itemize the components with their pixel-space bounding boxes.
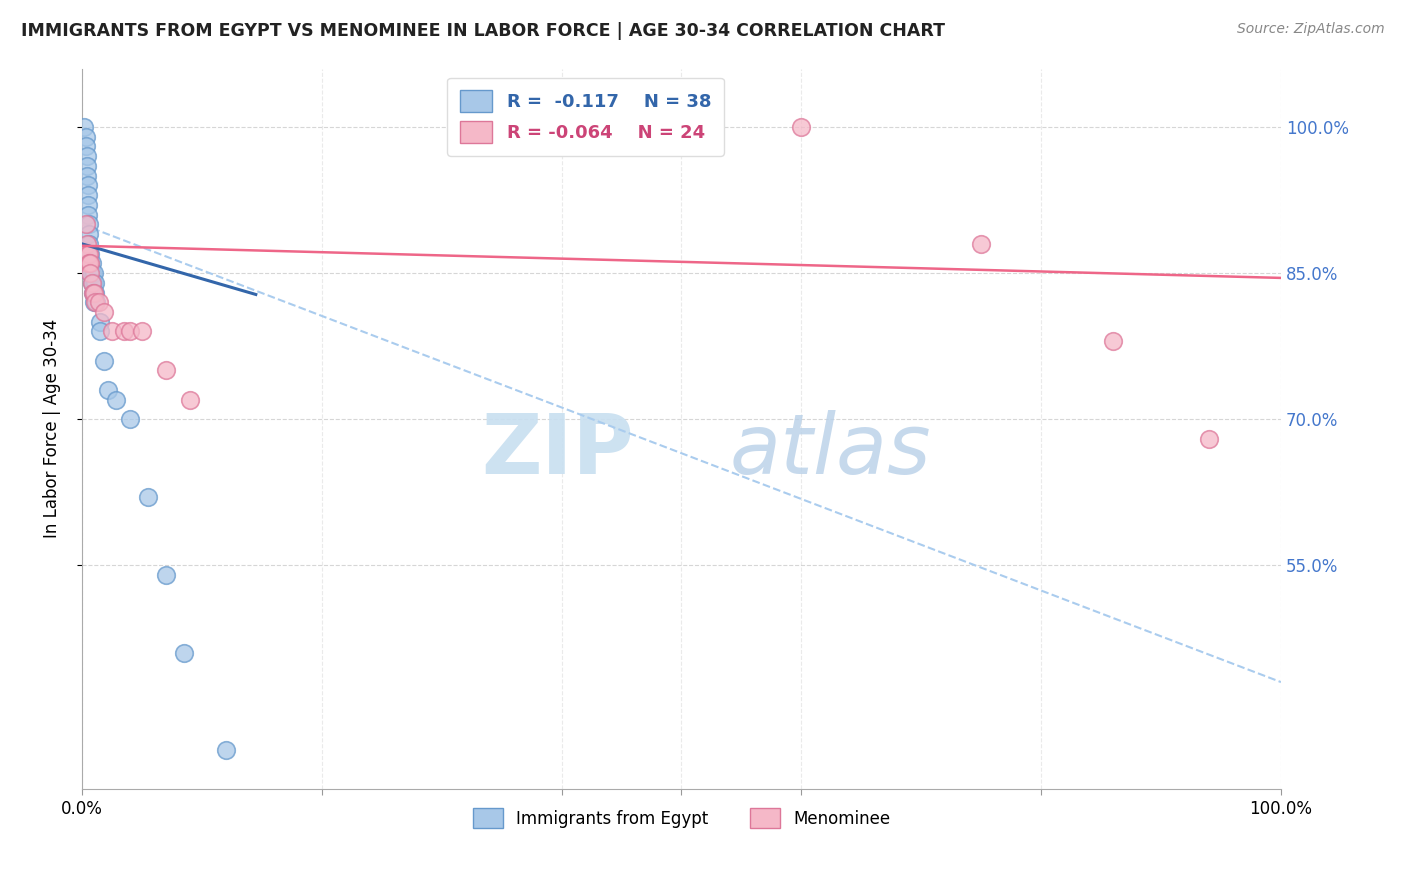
Point: [101, 325, 124, 339]
Point: [83, 285, 105, 300]
Point: [89, 325, 111, 339]
Point: [75, 129, 97, 144]
Point: [173, 646, 195, 660]
Text: atlas: atlas: [730, 410, 931, 491]
Point: [84, 285, 107, 300]
Point: [93, 353, 115, 368]
Point: [104, 392, 127, 407]
Point: [77, 227, 100, 241]
Point: [77, 208, 100, 222]
Y-axis label: In Labor Force | Age 30-34: In Labor Force | Age 30-34: [44, 319, 60, 539]
Point: [790, 120, 813, 134]
Text: ZIP: ZIP: [481, 410, 634, 491]
Point: [79, 246, 101, 260]
Point: [82, 285, 104, 300]
Point: [118, 325, 141, 339]
Point: [80, 256, 103, 270]
Point: [84, 295, 107, 310]
Point: [77, 256, 100, 270]
Point: [79, 266, 101, 280]
Text: IMMIGRANTS FROM EGYPT VS MENOMINEE IN LABOR FORCE | AGE 30-34 CORRELATION CHART: IMMIGRANTS FROM EGYPT VS MENOMINEE IN LA…: [21, 22, 945, 40]
Point: [73, 120, 96, 134]
Point: [155, 568, 177, 582]
Point: [76, 169, 98, 183]
Point: [77, 178, 100, 193]
Text: Source: ZipAtlas.com: Source: ZipAtlas.com: [1237, 22, 1385, 37]
Point: [82, 285, 104, 300]
Point: [77, 246, 100, 260]
Point: [87, 295, 110, 310]
Point: [77, 256, 100, 270]
Point: [118, 412, 141, 426]
Point: [80, 276, 103, 290]
Point: [155, 363, 177, 377]
Point: [76, 236, 98, 251]
Point: [1102, 334, 1125, 349]
Point: [97, 383, 120, 397]
Point: [77, 188, 100, 202]
Point: [77, 218, 100, 232]
Point: [89, 315, 111, 329]
Point: [970, 236, 993, 251]
Legend: Immigrants from Egypt, Menominee: Immigrants from Egypt, Menominee: [465, 801, 897, 835]
Point: [76, 159, 98, 173]
Point: [131, 325, 153, 339]
Point: [179, 392, 201, 407]
Point: [75, 218, 97, 232]
Point: [1198, 432, 1220, 446]
Point: [79, 266, 101, 280]
Point: [215, 743, 238, 757]
Point: [79, 256, 101, 270]
Point: [83, 295, 105, 310]
Point: [83, 266, 105, 280]
Point: [77, 236, 100, 251]
Point: [86, 295, 108, 310]
Point: [80, 276, 103, 290]
Point: [79, 256, 101, 270]
Point: [77, 246, 100, 260]
Point: [93, 305, 115, 319]
Point: [75, 139, 97, 153]
Point: [82, 276, 104, 290]
Point: [112, 325, 135, 339]
Point: [76, 149, 98, 163]
Point: [136, 490, 159, 504]
Point: [84, 276, 107, 290]
Point: [77, 246, 100, 260]
Point: [83, 285, 105, 300]
Point: [80, 266, 103, 280]
Point: [77, 198, 100, 212]
